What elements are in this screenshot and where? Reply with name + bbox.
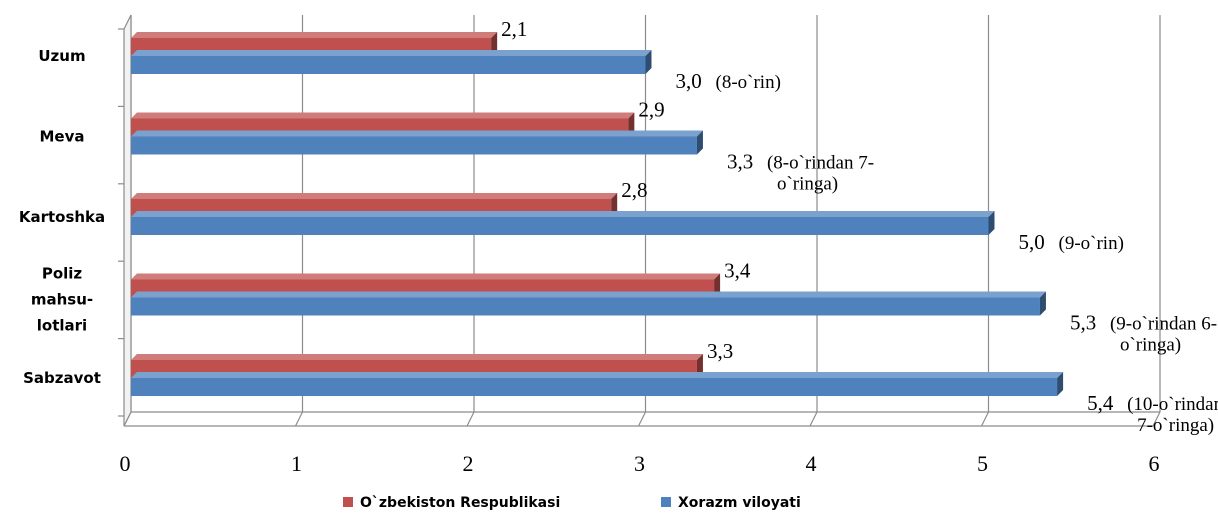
- gridline-floor: [1152, 411, 1161, 427]
- legend-label: O`zbekiston Respublikasi: [360, 495, 560, 511]
- x-tick-label: 6: [1149, 451, 1160, 476]
- x-tick-label: 4: [806, 451, 817, 476]
- data-label-note: (8-o`rin): [716, 72, 781, 93]
- legend-swatch: [661, 497, 671, 507]
- tick-labels: 0 1 2 3 4 5 6: [120, 451, 1160, 476]
- category-labels: Uzum Meva Kartoshka Poliz mahsu-lotlari Sabza…: [19, 47, 105, 387]
- bar-xorazm: [131, 291, 1046, 316]
- x-tick-label: 0: [120, 451, 131, 476]
- bars: [131, 32, 1064, 396]
- category-label: Sabzavot: [23, 369, 101, 387]
- data-label-xorazm: 3,3: [727, 150, 753, 174]
- data-label-note: (9-o`rindan 6-: [1110, 314, 1217, 335]
- data-label-uzbekistan: 3,4: [724, 259, 751, 283]
- data-label-xorazm: 5,3: [1070, 311, 1096, 335]
- data-label-note: o`ringa): [777, 174, 838, 195]
- category-label: Poliz: [42, 265, 83, 283]
- data-label-note: (10-o`rindan: [1127, 394, 1218, 415]
- x-tick-label: 2: [463, 451, 474, 476]
- data-label-xorazm: 3,0: [676, 69, 702, 93]
- category-label: lotlari: [37, 317, 87, 335]
- data-label-note: o`ringa): [1120, 335, 1181, 356]
- x-tick-label: 5: [977, 451, 988, 476]
- data-label-uzbekistan: 2,1: [501, 17, 527, 41]
- gridline-floor: [294, 411, 304, 427]
- legend: O`zbekiston Respublikasi Xorazm viloyati: [343, 495, 801, 511]
- axes: [118, 14, 1160, 427]
- category-label: Meva: [40, 128, 85, 146]
- category-label: Uzum: [38, 47, 85, 65]
- data-label-note: 7-o`ringa): [1137, 415, 1214, 436]
- gridline-floor: [637, 411, 647, 427]
- category-label: Kartoshka: [19, 208, 105, 226]
- category-label: mahsu-: [31, 291, 93, 309]
- bar-xorazm: [131, 50, 652, 74]
- data-label-uzbekistan: 3,3: [707, 339, 733, 363]
- bar-xorazm: [131, 211, 995, 235]
- bar-xorazm: [131, 372, 1064, 396]
- x-tick-label: 1: [291, 451, 302, 476]
- bar-xorazm: [131, 130, 703, 155]
- data-label-xorazm: 5,0: [1019, 230, 1045, 254]
- gridline-floor: [809, 411, 818, 427]
- gridline-floor: [466, 411, 475, 427]
- x-tick-label: 3: [634, 451, 645, 476]
- data-labels: 2,13,0 (8-o`rin)2,93,3 (8-o`rindan 7-o`rin…: [501, 17, 1218, 436]
- data-label-uzbekistan: 2,8: [621, 178, 647, 202]
- legend-label: Xorazm viloyati: [678, 495, 801, 511]
- data-label-note: (8-o`rindan 7-: [767, 153, 874, 174]
- data-label-note: (9-o`rin): [1059, 233, 1124, 254]
- gridline-floor: [980, 411, 990, 427]
- y-axis-wall: [123, 14, 132, 427]
- data-label-xorazm: 5,4: [1087, 391, 1114, 415]
- data-label-uzbekistan: 2,9: [638, 98, 664, 122]
- legend-swatch: [343, 497, 353, 507]
